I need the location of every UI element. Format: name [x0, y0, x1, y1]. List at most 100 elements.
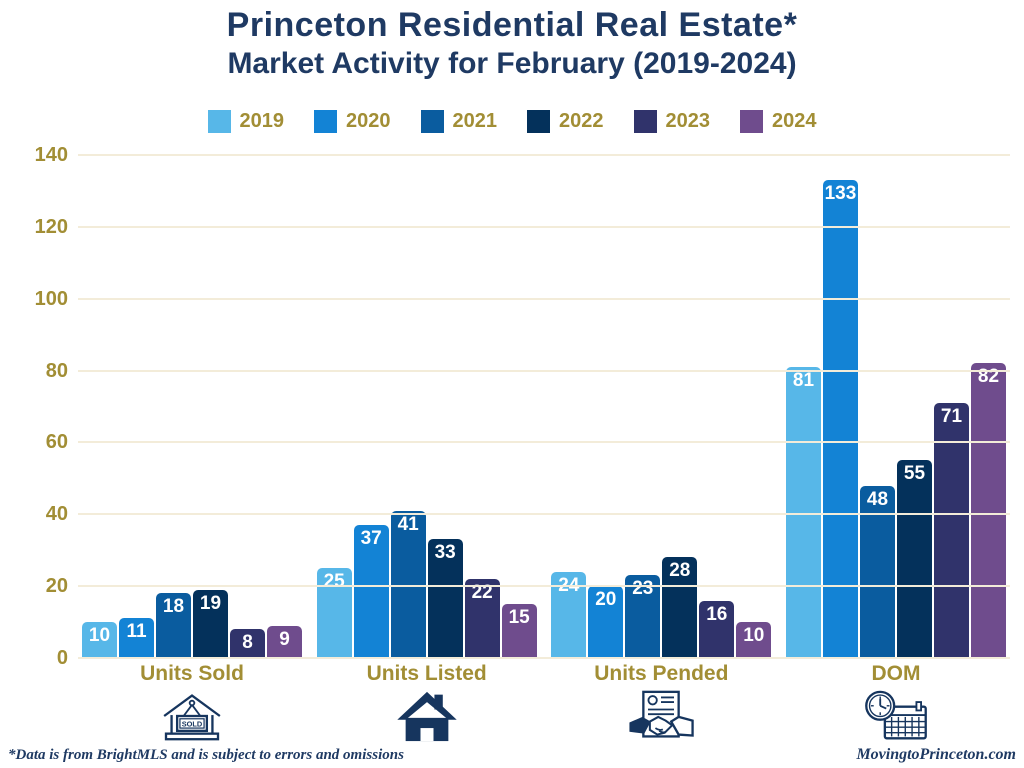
bar-group-units-sold: 10 11 18 19 8 9: [82, 155, 302, 658]
chart-legend: 2019 2020 2021 2022 2023 2024: [0, 110, 1024, 133]
bar-2022-units-sold: 19: [193, 589, 228, 658]
handshake-icon: [629, 690, 695, 738]
bar-value-label: 41: [397, 513, 419, 535]
bar-2019-dom: 81: [785, 366, 821, 658]
data-source-disclaimer: *Data is from BrightMLS and is subject t…: [8, 747, 404, 763]
bar-value-label: 33: [434, 542, 456, 564]
gridline: [78, 441, 1010, 444]
legend-label: 2022: [559, 110, 604, 132]
bar-value-label: 18: [162, 596, 185, 618]
bar-value-label: 23: [632, 578, 654, 600]
bar-value-label: 22: [471, 581, 493, 603]
chart-title: Princeton Residential Real Estate* Marke…: [0, 6, 1024, 81]
bar-2021-dom: 48: [859, 485, 895, 658]
category-label: Units Listed: [366, 662, 487, 685]
legend-label: 2021: [452, 110, 498, 132]
bar-value-label: 8: [242, 632, 253, 654]
bar-value-label: 10: [88, 625, 111, 647]
legend-swatch-icon: [314, 110, 337, 133]
bar-value-label: 28: [669, 560, 691, 582]
legend-item-2022: 2022: [527, 110, 604, 133]
bar-value-label: 82: [977, 366, 1000, 388]
bar-2022-units-listed: 33: [427, 539, 463, 658]
y-axis-tick-label: 80: [45, 359, 68, 382]
website-credit: MovingtoPrinceton.com: [856, 746, 1016, 763]
legend-swatch-icon: [527, 110, 550, 133]
house-icon: [396, 691, 457, 742]
bar-2024-units-sold: 9: [267, 625, 302, 658]
y-axis-tick-label: 100: [34, 287, 68, 310]
bar-value-label: 25: [323, 571, 345, 593]
bar-groups: 10 11 18 19 8 9 25 37 41 33 22 15 24 20 23 28 16 10 81 133 4…: [78, 155, 1010, 658]
y-axis-tick-label: 140: [34, 144, 68, 166]
bar-value-label: 48: [866, 488, 889, 510]
category-cell-units-listed: Units Listed: [317, 662, 537, 747]
bar-2024-units-pended: 10: [736, 622, 772, 658]
bar-value-label: 15: [508, 607, 530, 629]
category-axis: Units Sold SOLD Units Listed Units Pende…: [78, 662, 1010, 747]
legend-item-2023: 2023: [633, 110, 711, 133]
y-axis-tick-label: 120: [34, 215, 68, 238]
gridline: [78, 657, 1010, 659]
category-label: Units Sold: [140, 662, 244, 685]
footer: *Data is from BrightMLS and is subject t…: [0, 746, 1024, 764]
bar-group-dom: 81 133 48 55 71 82: [785, 155, 1006, 658]
bar-value-label: 11: [126, 621, 147, 643]
sold-sign-icon: SOLD: [163, 694, 221, 741]
bar-group-units-pended: 24 20 23 28 16 10: [551, 155, 772, 658]
bar-2023-units-pended: 16: [699, 600, 735, 658]
bar-2021-units-sold: 18: [156, 593, 191, 658]
bar-2023-units-sold: 8: [230, 629, 265, 658]
bar-value-label: 133: [824, 183, 857, 205]
bar-2021-units-listed: 41: [390, 510, 426, 658]
y-axis-tick-label: 20: [45, 575, 68, 598]
gridline: [78, 585, 1010, 588]
bar-2020-dom: 133: [822, 180, 858, 658]
legend-label: 2023: [665, 110, 711, 132]
category-cell-dom: DOM: [786, 662, 1006, 747]
gridline: [78, 297, 1010, 300]
legend-item-2019: 2019: [207, 110, 285, 133]
svg-text:SOLD: SOLD: [182, 720, 203, 729]
bar-2020-units-listed: 37: [353, 525, 389, 658]
chart-title-line2: Market Activity for February (2019-2024): [227, 47, 797, 80]
bar-value-label: 37: [360, 528, 382, 550]
bar-2020-units-pended: 20: [588, 586, 624, 658]
bar-value-label: 81: [792, 369, 815, 391]
legend-label: 2024: [772, 110, 817, 132]
legend-swatch-icon: [207, 110, 231, 133]
bar-2022-dom: 55: [896, 460, 932, 658]
legend-swatch-icon: [633, 110, 657, 133]
bar-2020-units-sold: 11: [119, 618, 154, 658]
legend-label: 2020: [346, 110, 391, 132]
legend-swatch-icon: [420, 110, 444, 133]
bar-value-label: 20: [595, 589, 617, 611]
bar-value-label: 10: [743, 625, 765, 647]
bar-2023-units-listed: 22: [464, 578, 500, 658]
bar-value-label: 19: [199, 592, 222, 614]
bar-2022-units-pended: 28: [662, 557, 698, 658]
gridline: [78, 154, 1010, 156]
y-axis-tick-label: 60: [45, 431, 68, 454]
bar-2024-dom: 82: [970, 363, 1006, 658]
bar-value-label: 71: [940, 405, 963, 427]
category-label: Units Pended: [594, 662, 729, 685]
gridline: [78, 225, 1010, 228]
bar-value-label: 9: [279, 628, 290, 650]
legend-label: 2019: [239, 110, 285, 132]
y-axis-tick-label: 0: [56, 647, 68, 669]
bar-chart-plot-area: 10 11 18 19 8 9 25 37 41 33 22 15 24 20 23 28 16 10 81 133 4…: [35, 144, 1010, 669]
legend-swatch-icon: [740, 110, 763, 133]
legend-item-2024: 2024: [740, 110, 817, 133]
bar-2023-dom: 71: [933, 402, 969, 658]
clock-calendar-icon: [865, 690, 927, 740]
legend-item-2021: 2021: [420, 110, 498, 133]
bar-2024-units-listed: 15: [501, 604, 537, 658]
bar-2021-units-pended: 23: [625, 575, 661, 658]
bar-value-label: 55: [903, 463, 926, 485]
bar-2019-units-listed: 25: [316, 568, 352, 658]
category-cell-units-pended: Units Pended: [551, 662, 771, 747]
legend-item-2020: 2020: [314, 110, 391, 133]
y-axis-tick-label: 40: [45, 503, 68, 526]
